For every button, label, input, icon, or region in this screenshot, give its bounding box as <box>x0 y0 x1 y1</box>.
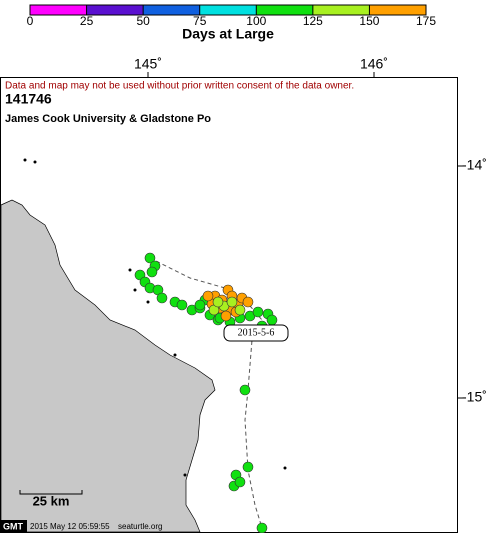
lon-label: 145˚ <box>134 56 162 72</box>
position-dot <box>252 306 264 318</box>
island <box>183 473 187 477</box>
colorbar-tick-label: 125 <box>303 14 323 28</box>
scale-bar <box>19 490 83 495</box>
island <box>33 160 37 164</box>
owner: James Cook University & Gladstone Po <box>5 113 211 125</box>
colorbar-segment <box>369 5 426 15</box>
colorbar: 0 25 50 75 100 125 150 175 <box>27 4 436 28</box>
date-label: 2015-5-6 <box>238 327 275 338</box>
colorbar-tick-label: 25 <box>80 14 94 28</box>
colorbar-segment <box>86 5 144 15</box>
lon-label: 146˚ <box>360 56 388 72</box>
position-dot <box>226 296 238 308</box>
colorbar-segment <box>256 5 313 15</box>
position-dot <box>234 304 246 316</box>
notice: Data and map may not be used without pri… <box>5 81 354 92</box>
island <box>283 466 287 470</box>
island <box>133 288 137 292</box>
position-dot <box>242 461 254 473</box>
positions <box>23 158 287 534</box>
colorbar-tick-label: 50 <box>136 14 150 28</box>
position-dot <box>234 476 246 488</box>
position-dot <box>266 314 278 326</box>
position-dot <box>220 310 232 322</box>
colorbar-segment <box>30 5 87 15</box>
position-dot <box>256 522 268 534</box>
colorbar-label: Days at Large <box>182 26 274 42</box>
position-dot <box>146 266 158 278</box>
island <box>128 268 132 272</box>
position-dot <box>239 384 251 396</box>
position-dot <box>144 252 156 264</box>
colorbar-segment <box>199 5 257 15</box>
position-dot <box>156 292 168 304</box>
position-dot <box>194 299 206 311</box>
lat-label: -14˚ <box>462 157 487 173</box>
colorbar-tick-label: 75 <box>193 14 207 28</box>
colorbar-segment <box>312 5 370 15</box>
track <box>149 257 263 529</box>
island <box>146 300 150 304</box>
colorbar-tick-label: 175 <box>416 14 436 28</box>
island <box>23 158 27 162</box>
colorbar-tick-label: 150 <box>359 14 379 28</box>
colorbar-segment <box>143 5 200 15</box>
timestamp: 2015 May 12 05:59:55 <box>30 522 110 531</box>
position-dot <box>202 290 214 302</box>
tag-id: 141746 <box>5 91 52 107</box>
position-dot <box>176 299 188 311</box>
site: seaturtle.org <box>118 522 162 531</box>
colorbar-tick-label: 0 <box>27 14 34 28</box>
colorbar-tick-label: 100 <box>246 14 266 28</box>
scale-label: 25 km <box>33 493 70 508</box>
position-dot <box>212 296 224 308</box>
land <box>0 199 216 533</box>
lat-label: -15˚ <box>462 389 487 405</box>
date-box <box>223 324 289 342</box>
position-dot <box>242 296 254 308</box>
gmt: GMT <box>3 521 23 531</box>
gmt-badge <box>0 520 27 533</box>
island <box>173 353 177 357</box>
